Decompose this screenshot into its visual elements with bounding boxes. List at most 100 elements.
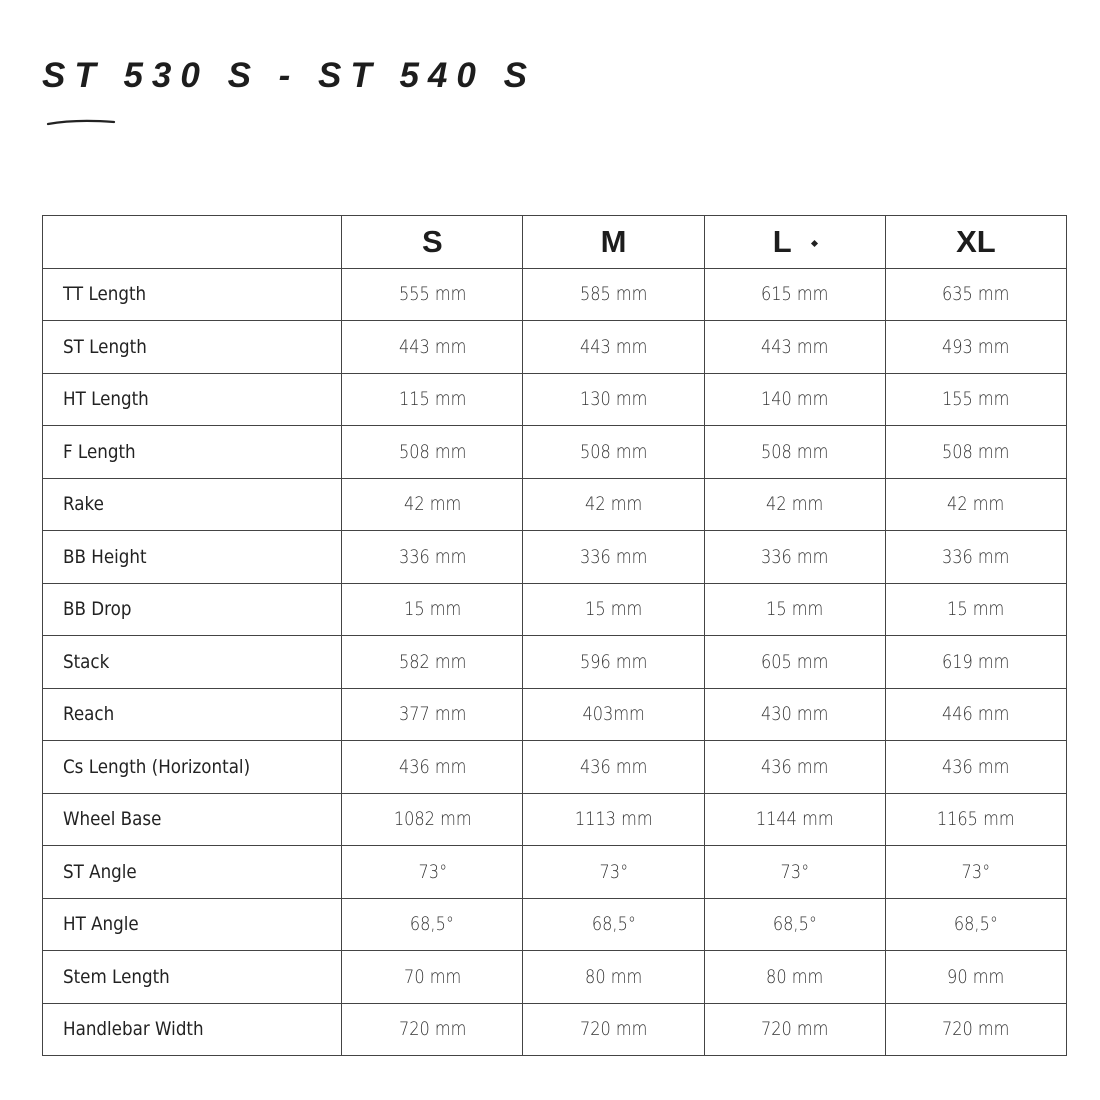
- cell-value: 1113 mm: [574, 808, 653, 831]
- row-label: Stack: [41, 635, 343, 689]
- table-cell: 140 mm: [703, 372, 886, 426]
- table-row: BB Drop 15 mm 15 mm 15 mm 15 mm: [41, 582, 1068, 636]
- table-cell: 720 mm: [522, 1002, 705, 1056]
- cell-value: 73°: [780, 860, 810, 883]
- table-cell: 336 mm: [522, 530, 705, 584]
- table-cell: 403mm: [522, 687, 705, 741]
- row-label: BB Height: [41, 530, 343, 584]
- row-label: Wheel Base: [41, 792, 343, 846]
- cell-value: 508 mm: [760, 440, 829, 463]
- table-row: TT Length 555 mm 585 mm 615 mm 635 mm: [41, 267, 1068, 321]
- cell-value: 73°: [599, 860, 628, 883]
- table-cell: 443 mm: [703, 320, 886, 374]
- row-label-text: BB Drop: [63, 598, 132, 621]
- cell-value: 336 mm: [760, 545, 829, 568]
- table-cell: 436 mm: [341, 740, 524, 794]
- geometry-table: S M L XL TT Length 555 mm 585 mm 615 mm 635 …: [41, 215, 1068, 1056]
- table-cell: 68,5°: [703, 897, 886, 951]
- table-row: Stack 582 mm 596 mm 605 mm 619 mm: [41, 635, 1068, 689]
- row-label: Handlebar Width: [41, 1002, 343, 1056]
- header-row: S M L XL: [41, 215, 1068, 269]
- table-cell: 73°: [703, 845, 886, 899]
- table-cell: 42 mm: [522, 477, 705, 531]
- row-label-text: ST Length: [63, 335, 147, 358]
- table-cell: 42 mm: [703, 477, 886, 531]
- cell-value: 80 mm: [584, 965, 643, 988]
- row-label: F Length: [41, 425, 343, 479]
- table-row: Handlebar Width 720 mm 720 mm 720 mm 720 mm: [41, 1002, 1068, 1056]
- table-cell: 115 mm: [341, 372, 524, 426]
- cell-value: 15 mm: [947, 598, 1005, 621]
- cell-value: 619 mm: [942, 650, 1010, 673]
- table-cell: 493 mm: [884, 320, 1068, 374]
- row-label-text: Handlebar Width: [63, 1018, 204, 1041]
- cell-value: 68,5°: [953, 913, 998, 936]
- row-label-text: Reach: [63, 703, 115, 726]
- page-title: ST 530 S - ST 540 S: [42, 56, 536, 95]
- table-cell: 720 mm: [703, 1002, 886, 1056]
- table-cell: 1165 mm: [884, 792, 1068, 846]
- cell-value: 130 mm: [579, 388, 648, 411]
- row-label: ST Angle: [41, 845, 343, 899]
- cell-value: 582 mm: [398, 650, 467, 673]
- table-cell: 508 mm: [341, 425, 524, 479]
- header-size: S: [341, 215, 524, 269]
- cell-value: 605 mm: [760, 650, 829, 673]
- cell-value: 336 mm: [942, 545, 1010, 568]
- cell-value: 436 mm: [579, 755, 648, 778]
- table-cell: 155 mm: [884, 372, 1068, 426]
- row-label-text: HT Length: [63, 388, 149, 411]
- row-label: TT Length: [41, 267, 343, 321]
- cell-value: 436 mm: [942, 755, 1010, 778]
- row-label-text: Stem Length: [63, 965, 170, 988]
- cell-value: 443 mm: [760, 335, 829, 358]
- table-cell: 436 mm: [522, 740, 705, 794]
- row-label: Stem Length: [41, 950, 343, 1004]
- cell-value: 80 mm: [766, 965, 824, 988]
- row-label-text: TT Length: [63, 283, 147, 306]
- table-row: HT Length 115 mm 130 mm 140 mm 155 mm: [41, 372, 1068, 426]
- cell-value: 42 mm: [584, 493, 643, 516]
- row-label: HT Length: [41, 372, 343, 426]
- cell-value: 436 mm: [398, 755, 467, 778]
- row-label-text: BB Height: [63, 545, 147, 568]
- table-cell: 336 mm: [341, 530, 524, 584]
- table-cell: 42 mm: [884, 477, 1068, 531]
- table-cell: 80 mm: [703, 950, 886, 1004]
- table-cell: 555 mm: [341, 267, 524, 321]
- cell-value: 70 mm: [403, 965, 461, 988]
- row-label-text: F Length: [63, 440, 136, 463]
- table-cell: 508 mm: [703, 425, 886, 479]
- table-cell: 130 mm: [522, 372, 705, 426]
- table-cell: 68,5°: [522, 897, 705, 951]
- header-size: XL: [884, 215, 1068, 269]
- table-cell: 68,5°: [884, 897, 1068, 951]
- row-label-text: Stack: [63, 650, 110, 673]
- header-size: M: [522, 215, 705, 269]
- cell-value: 15 mm: [403, 598, 461, 621]
- header-size-label: L: [772, 223, 792, 259]
- table-cell: 508 mm: [884, 425, 1068, 479]
- table-row: Rake 42 mm 42 mm 42 mm 42 mm: [41, 477, 1068, 531]
- table-row: BB Height 336 mm 336 mm 336 mm 336 mm: [41, 530, 1068, 584]
- table-cell: 70 mm: [341, 950, 524, 1004]
- table-cell: 720 mm: [341, 1002, 524, 1056]
- table-cell: 73°: [522, 845, 705, 899]
- row-label: Rake: [41, 477, 343, 531]
- row-label: BB Drop: [41, 582, 343, 636]
- cell-value: 508 mm: [942, 440, 1010, 463]
- cell-value: 720 mm: [398, 1018, 467, 1041]
- table-cell: 42 mm: [341, 477, 524, 531]
- cell-value: 336 mm: [398, 545, 467, 568]
- title-underline: [46, 119, 116, 126]
- row-label-text: Wheel Base: [63, 808, 162, 831]
- row-label-text: HT Angle: [63, 913, 139, 936]
- header-size-l: L: [703, 215, 886, 269]
- cell-value: 585 mm: [579, 283, 648, 306]
- table-row: HT Angle 68,5° 68,5° 68,5° 68,5°: [41, 897, 1068, 951]
- cell-value: 720 mm: [579, 1018, 648, 1041]
- cell-value: 42 mm: [403, 493, 461, 516]
- table-cell: 436 mm: [703, 740, 886, 794]
- cell-value: 68,5°: [772, 913, 817, 936]
- row-label-text: ST Angle: [63, 860, 137, 883]
